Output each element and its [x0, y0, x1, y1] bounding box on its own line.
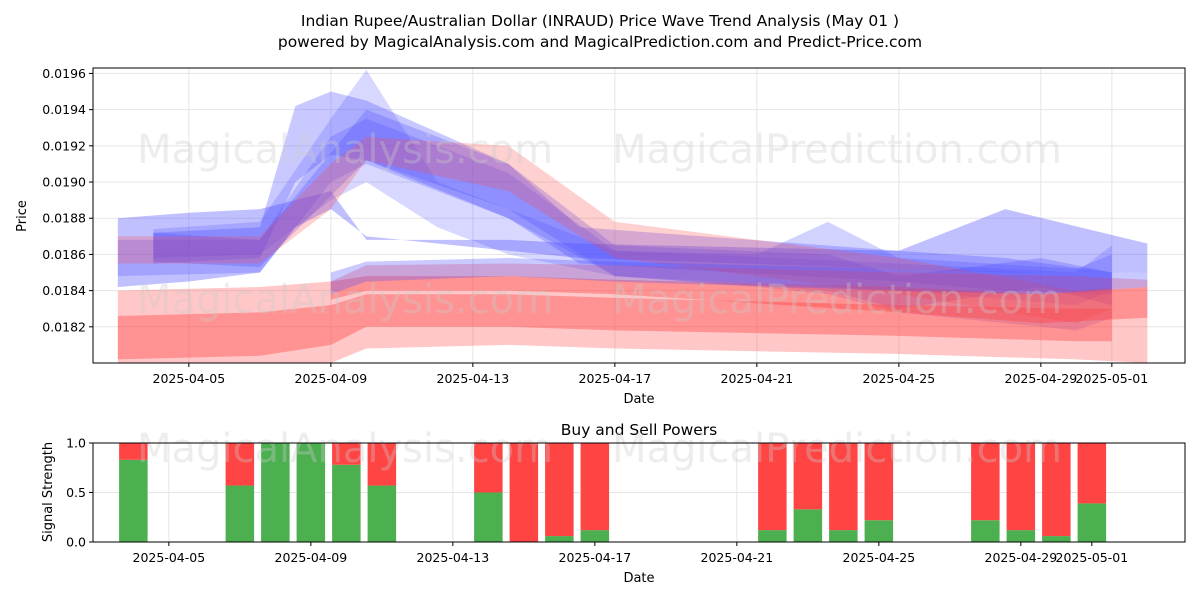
buy-sell-panel: Buy and Sell Powers MagicalAnalysis.com …: [41, 421, 1186, 586]
buy-sell-y-tick-label: 1.0: [66, 436, 86, 451]
sell-bar: [864, 443, 894, 521]
buy-sell-x-tick-label: 2025-04-05: [133, 550, 206, 565]
price-y-tick-label: 0.0184: [42, 283, 86, 298]
price-x-tick-label: 2025-04-17: [579, 371, 652, 386]
wave-band-red-5: [117, 136, 1112, 324]
wave-band-red-6: [117, 294, 1112, 360]
buy-bar: [829, 530, 858, 542]
watermark-prediction-top: MagicalPrediction.com: [612, 127, 1062, 173]
buy-sell-x-tick-label: 2025-04-17: [559, 550, 632, 565]
watermark-analysis-mid: MagicalAnalysis.com: [137, 277, 553, 323]
buy-sell-x-tick-label: 2025-04-13: [417, 550, 490, 565]
buy-sell-x-tick-label: 2025-04-09: [275, 550, 348, 565]
price-y-tick-label: 0.0190: [42, 175, 86, 190]
sell-bar: [971, 443, 1000, 521]
wave-band-blue-9: [330, 258, 1148, 295]
sell-bar: [225, 443, 255, 486]
watermark-prediction-bottom: MagicalPrediction.com: [612, 426, 1062, 472]
sell-bar: [1006, 443, 1036, 531]
buy-sell-x-tick-label: 2025-04-25: [843, 550, 916, 565]
price-x-tick-label: 2025-04-29: [1005, 371, 1078, 386]
buy-sell-x-tick-label: 2025-04-29: [985, 550, 1058, 565]
chart-subtitle: powered by MagicalAnalysis.com and Magic…: [278, 33, 922, 51]
price-y-axis-label: Price: [15, 200, 30, 232]
price-wave-panel: MagicalAnalysis.com MagicalPrediction.co…: [15, 66, 1186, 407]
buy-bar: [864, 520, 894, 542]
chart-title: Indian Rupee/Australian Dollar (INRAUD) …: [301, 12, 899, 30]
sell-bar: [332, 443, 361, 465]
wave-band-blue-4: [117, 118, 1112, 331]
buy-bar: [793, 509, 823, 542]
buy-sell-y-tick-label: 0.5: [66, 485, 86, 500]
buy-bar: [1077, 503, 1107, 542]
sell-bar: [829, 443, 858, 531]
buy-bar: [119, 459, 148, 542]
price-wave-bands: [117, 69, 1148, 363]
watermark-analysis-top: MagicalAnalysis.com: [137, 127, 553, 173]
price-x-tick-label: 2025-04-09: [295, 371, 368, 386]
sell-bar: [509, 443, 539, 542]
sell-bar: [793, 443, 823, 510]
buy-bar: [261, 443, 290, 542]
price-x-axis-label: Date: [623, 392, 654, 407]
buy-sell-y-axis-label: Signal Strength: [41, 442, 56, 542]
buy-sell-y-ticks: 0.0 0.5 1.0: [66, 436, 93, 550]
buy-bar: [296, 443, 326, 542]
buy-bar: [474, 492, 503, 542]
price-y-ticks: 0.0182 0.0184 0.0186 0.0188 0.0190 0.0192 0.01…: [42, 66, 93, 334]
buy-bar: [1006, 530, 1036, 542]
price-y-tick-label: 0.0182: [42, 319, 86, 334]
sell-bar: [119, 443, 148, 460]
buy-bar: [225, 485, 255, 542]
sell-bar: [1077, 443, 1107, 504]
buy-sell-x-tick-label: 2025-04-21: [701, 550, 774, 565]
price-plot-frame: [92, 67, 1186, 364]
sell-bar: [758, 443, 787, 531]
price-x-tick-label: 2025-04-13: [437, 371, 510, 386]
price-plot-area: [93, 68, 1185, 363]
buy-bar: [971, 520, 1000, 542]
wave-band-blue-3: [153, 109, 1112, 309]
price-x-tick-label: 2025-05-01: [1076, 371, 1149, 386]
buy-bar: [367, 485, 397, 542]
price-x-ticks: 2025-04-05 2025-04-09 2025-04-13 2025-04-17…: [153, 363, 1149, 386]
wave-band-blue-2: [153, 69, 1112, 306]
buy-sell-title: Buy and Sell Powers: [561, 421, 718, 439]
price-x-tick-label: 2025-04-25: [863, 371, 936, 386]
price-y-tick-label: 0.0186: [42, 247, 86, 262]
buy-bar: [332, 464, 361, 542]
buy-bar: [758, 530, 787, 542]
buy-bar: [545, 536, 574, 542]
sell-bar: [1042, 443, 1071, 537]
sell-bar: [545, 443, 574, 537]
sell-bar: [580, 443, 610, 531]
price-x-tick-label: 2025-04-21: [721, 371, 794, 386]
price-y-tick-label: 0.0188: [42, 211, 86, 226]
buy-sell-y-tick-label: 0.0: [66, 535, 86, 550]
wave-band-red-8: [330, 276, 1148, 324]
buy-sell-x-ticks: 2025-04-05 2025-04-09 2025-04-13 2025-04-17…: [133, 542, 1129, 565]
buy-sell-x-tick-label: 2025-05-01: [1056, 550, 1129, 565]
watermark-analysis-bottom: MagicalAnalysis.com: [137, 426, 553, 472]
buy-bar: [1042, 536, 1071, 542]
watermark-prediction-mid: MagicalPrediction.com: [612, 277, 1062, 323]
wave-band-blue-1: [153, 91, 1112, 295]
sell-bar: [474, 443, 503, 493]
buy-bar: [580, 530, 610, 542]
price-grid: [93, 68, 1185, 363]
wave-band-blue-0: [117, 191, 1148, 287]
wave-band-red-7: [117, 263, 1148, 363]
price-y-tick-label: 0.0194: [42, 102, 86, 117]
price-x-tick-label: 2025-04-05: [153, 371, 226, 386]
buy-sell-bars: [119, 443, 1107, 542]
buy-sell-x-axis-label: Date: [623, 571, 654, 586]
sell-bar: [367, 443, 397, 486]
price-y-tick-label: 0.0192: [42, 138, 86, 153]
price-y-tick-label: 0.0196: [42, 66, 86, 81]
